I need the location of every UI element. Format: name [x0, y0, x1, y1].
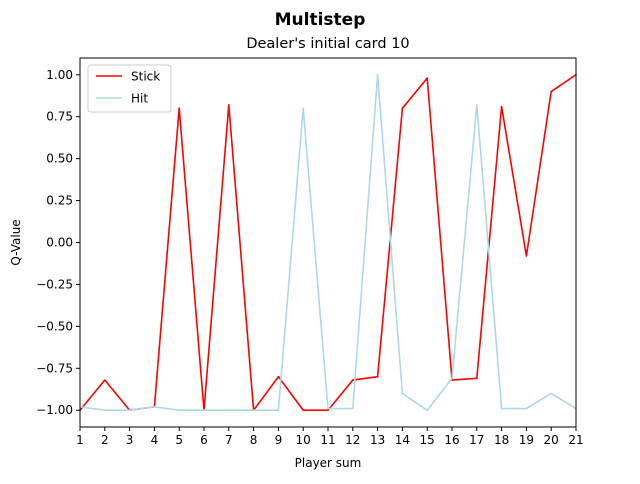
x-tick-label: 8 — [250, 433, 258, 447]
data-point-hit — [128, 409, 131, 412]
legend: Stick Hit — [87, 64, 172, 113]
legend-label-hit: Hit — [131, 92, 148, 106]
data-point-stick — [228, 104, 230, 106]
data-point-hit — [104, 409, 106, 412]
data-point-hit — [451, 377, 453, 380]
y-tick-label: −0.75 — [36, 361, 73, 375]
data-point-hit — [277, 409, 280, 412]
x-tick-label: 2 — [101, 433, 109, 447]
data-point-hit — [252, 409, 255, 412]
data-point-hit — [401, 392, 404, 395]
x-tick-label: 21 — [568, 433, 583, 447]
data-point-stick — [426, 77, 429, 79]
y-axis-label: Q-Value — [9, 219, 23, 265]
data-point-hit — [203, 409, 205, 412]
data-point-hit — [352, 407, 354, 410]
data-point-hit — [153, 406, 156, 408]
x-tick-label: 14 — [395, 433, 410, 447]
x-tick-label: 19 — [519, 433, 534, 447]
data-point-hit — [327, 407, 329, 410]
plot-frame — [79, 57, 577, 428]
series-line-hit — [79, 73, 577, 412]
data-point-stick — [550, 90, 552, 93]
x-tick-label: 16 — [444, 433, 459, 447]
x-tick-label: 10 — [296, 433, 311, 447]
x-tick-label: 18 — [494, 433, 509, 447]
x-tick-label: 13 — [370, 433, 385, 447]
data-point-hit — [426, 409, 429, 412]
x-tick-label: 15 — [420, 433, 435, 447]
y-tick-label: 1.00 — [46, 68, 73, 82]
data-point-stick — [277, 375, 280, 378]
chart-suptitle: Multistep — [275, 10, 366, 30]
data-point-hit — [302, 107, 305, 110]
data-point-hit — [178, 409, 180, 412]
data-point-stick — [376, 375, 379, 378]
y-tick-label: 0.00 — [46, 236, 73, 250]
x-tick-label: 7 — [225, 433, 233, 447]
y-tick-label: −1.00 — [36, 403, 73, 417]
y-tick-label: 0.50 — [46, 152, 73, 166]
x-tick-label: 11 — [320, 433, 335, 447]
y-tick-label: 0.25 — [46, 194, 73, 208]
data-point-stick — [525, 255, 528, 257]
data-point-stick — [476, 377, 478, 380]
x-tick-label: 4 — [151, 433, 159, 447]
data-point-hit — [550, 392, 552, 395]
data-point-hit — [476, 104, 478, 106]
data-point-hit — [500, 407, 503, 410]
x-tick-label: 20 — [544, 433, 559, 447]
x-tick-label: 12 — [345, 433, 360, 447]
data-point-hit — [376, 73, 379, 76]
x-tick-label: 3 — [126, 433, 134, 447]
legend-label-stick: Stick — [131, 70, 160, 84]
data-point-stick — [302, 409, 305, 412]
y-tick-label: −0.25 — [36, 277, 73, 291]
x-tick-label: 1 — [76, 433, 84, 447]
data-point-hit — [525, 407, 528, 410]
series-line-stick — [79, 74, 577, 412]
x-tick-label: 6 — [200, 433, 208, 447]
x-axis-label: Player sum — [295, 456, 362, 470]
x-tick-label: 5 — [175, 433, 183, 447]
data-point-stick — [352, 379, 354, 381]
y-tick-label: 0.75 — [46, 110, 73, 124]
data-point-stick — [500, 105, 503, 108]
data-point-stick — [178, 107, 180, 110]
x-tick-label: 9 — [275, 433, 283, 447]
x-tick-label: 17 — [469, 433, 484, 447]
y-tick-label: −0.50 — [36, 319, 73, 333]
data-point-stick — [104, 379, 106, 381]
data-point-hit — [228, 409, 230, 412]
chart-title: Dealer's initial card 10 — [246, 36, 409, 52]
data-point-stick — [327, 409, 329, 412]
data-point-stick — [401, 107, 404, 110]
